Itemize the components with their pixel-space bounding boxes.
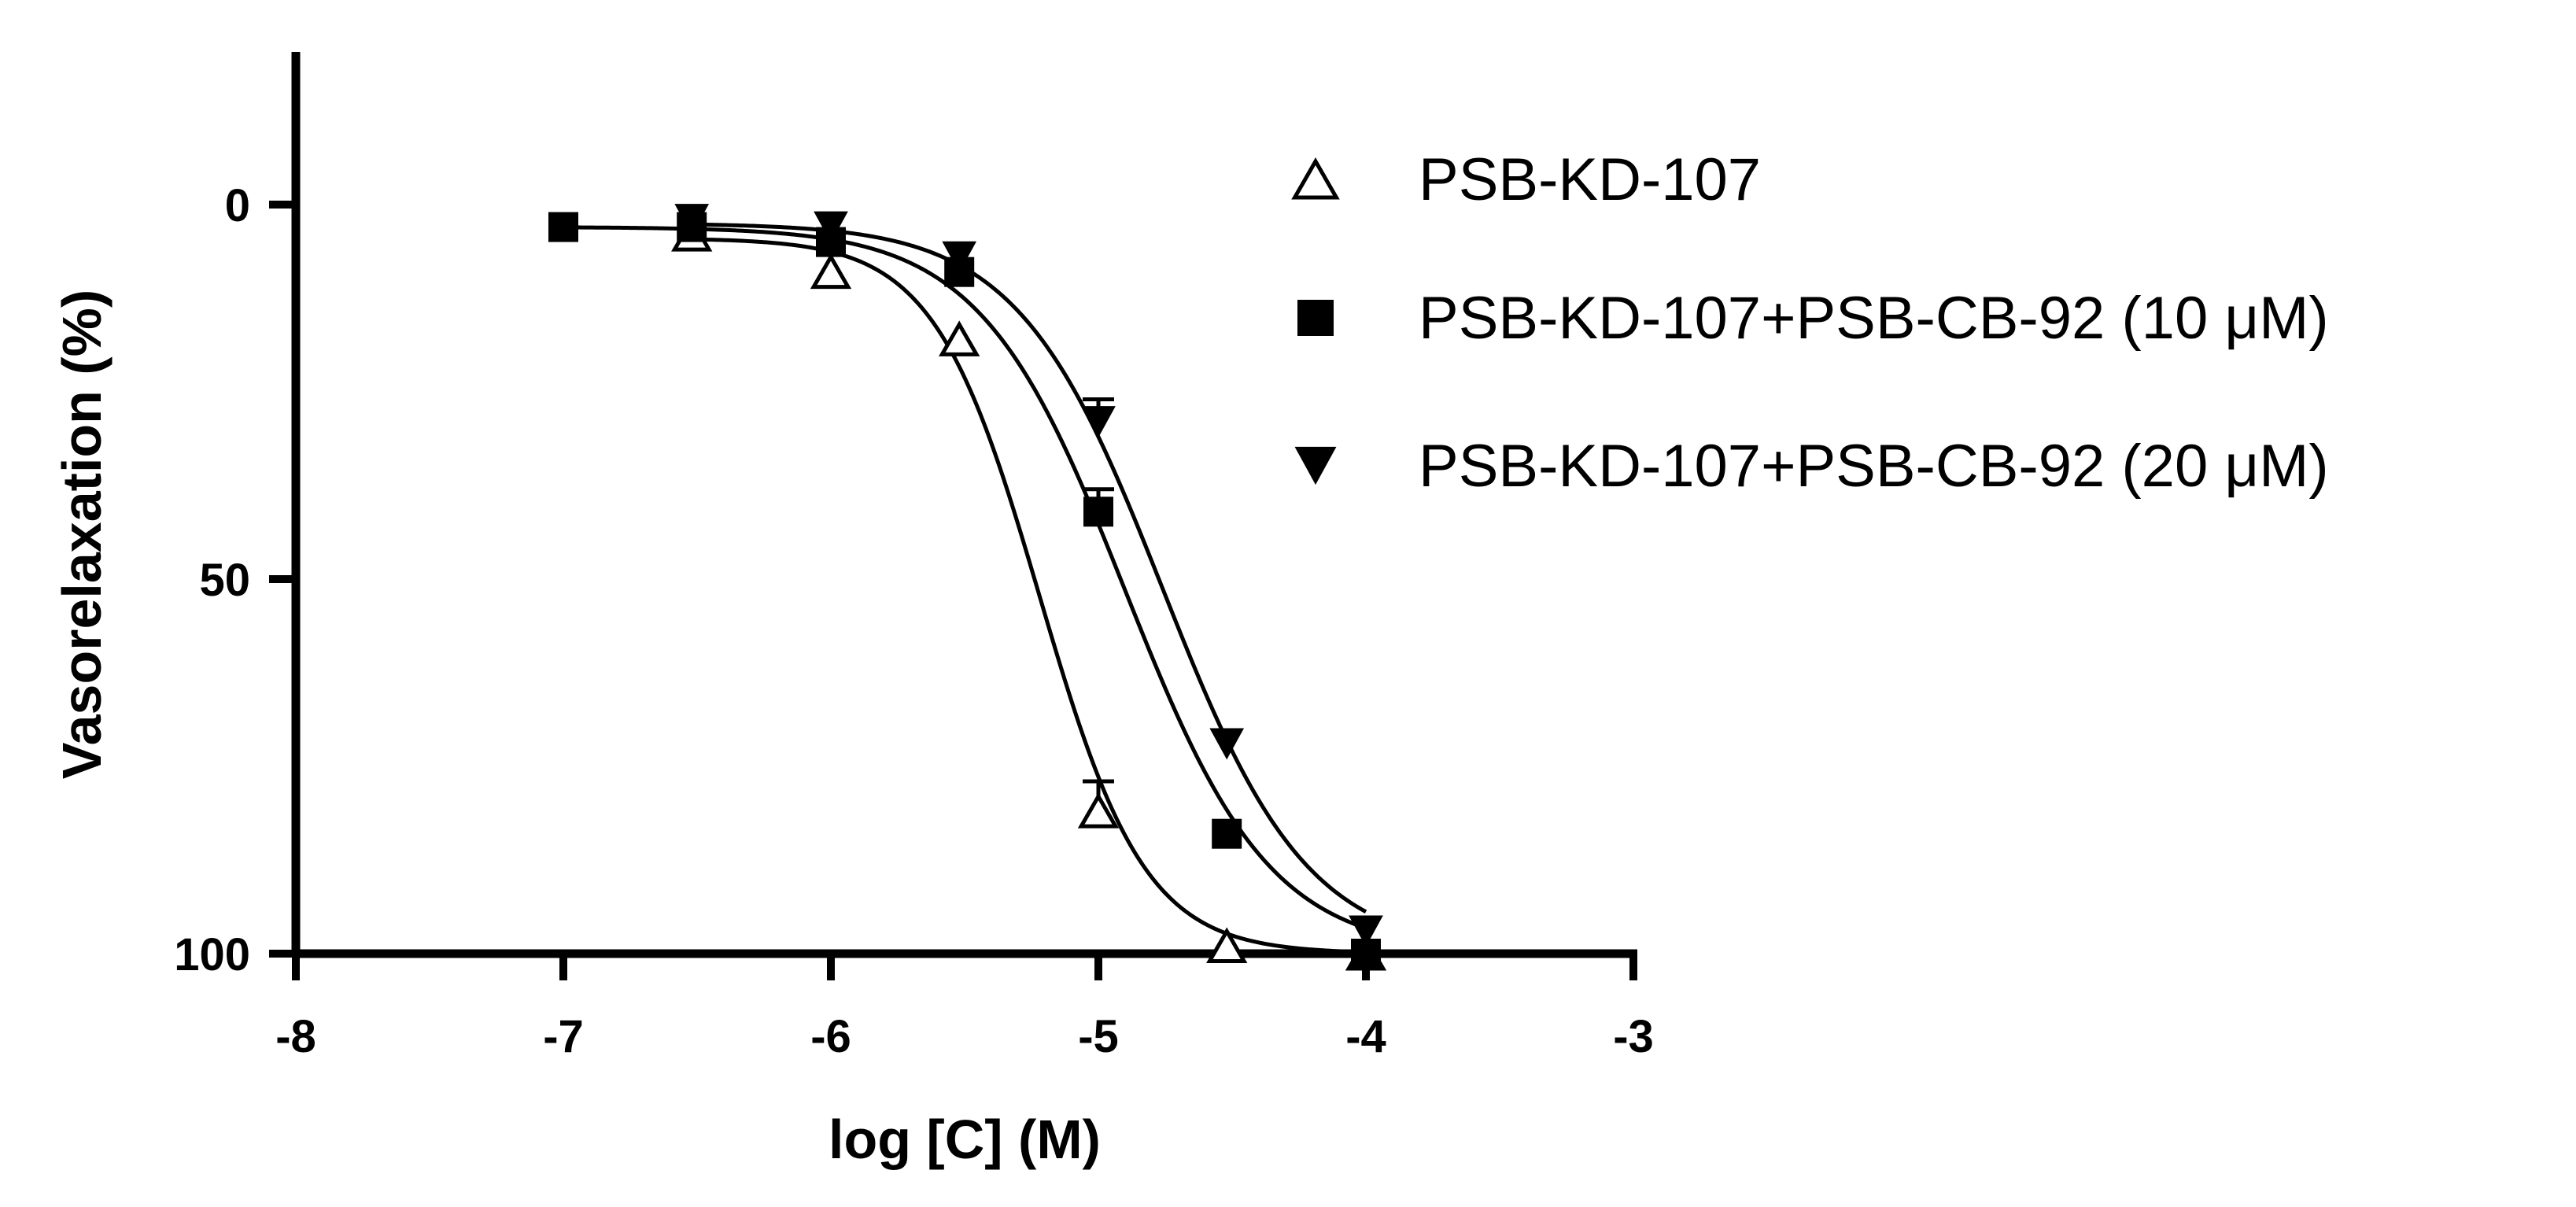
y-tick-label: 0 xyxy=(225,180,250,231)
x-tick-label: -8 xyxy=(275,1011,316,1062)
data-point-series-1 xyxy=(810,253,852,290)
x-axis-title: log [C] (M) xyxy=(829,1109,1101,1170)
legend-marker-series-3 xyxy=(1294,446,1337,485)
legend-marker-series-2 xyxy=(1297,300,1334,336)
data-point-series-3 xyxy=(814,211,848,243)
y-tick-label: 50 xyxy=(199,555,250,606)
y-tick-label: 100 xyxy=(174,929,250,980)
data-point-series-3 xyxy=(942,241,977,273)
data-points xyxy=(548,204,1387,971)
data-point-series-1 xyxy=(939,320,980,356)
axes: -8 -7 -6 -5 -4 -3 0 50 100 xyxy=(174,52,1654,1062)
y-axis-title: Vasorelaxation (%) xyxy=(51,290,113,779)
data-point-series-3 xyxy=(1349,915,1383,947)
legend-label-series-3: PSB-KD-107+PSB-CB-92 (20 μM) xyxy=(1419,433,2329,500)
legend-label-series-1: PSB-KD-107 xyxy=(1419,146,1761,213)
data-point-series-3 xyxy=(1081,406,1116,438)
legend-label-series-2: PSB-KD-107+PSB-CB-92 (10 μM) xyxy=(1419,285,2329,352)
x-tick-label: -5 xyxy=(1078,1011,1119,1062)
x-tick-label: -4 xyxy=(1345,1011,1386,1062)
legend-marker-series-1 xyxy=(1291,157,1340,200)
data-point-series-2 xyxy=(1212,818,1242,849)
axis-labels: log [C] (M) Vasorelaxation (%) xyxy=(51,290,1101,1170)
data-point-series-3 xyxy=(674,204,710,235)
x-tick-label: -7 xyxy=(543,1011,584,1062)
x-tick-label: -3 xyxy=(1613,1011,1654,1062)
data-point-series-1 xyxy=(1206,927,1248,963)
data-point-series-1 xyxy=(1077,792,1120,829)
data-point-series-2 xyxy=(1083,496,1113,527)
data-point-series-3 xyxy=(1209,728,1245,760)
x-tick-label: -6 xyxy=(810,1011,851,1062)
legend: PSB-KD-107 PSB-KD-107+PSB-CB-92 (10 μM) PS… xyxy=(1291,146,2329,500)
fit-curve-series-3 xyxy=(692,222,1367,914)
data-point-series-2 xyxy=(548,212,578,242)
fit-curve-series-1 xyxy=(692,237,1367,954)
